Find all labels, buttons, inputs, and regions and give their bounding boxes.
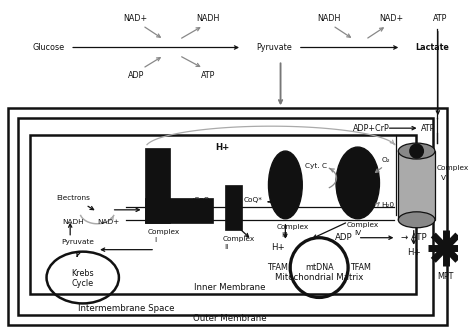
Text: Cycle: Cycle xyxy=(72,279,94,288)
Text: NAD+: NAD+ xyxy=(124,14,148,23)
Bar xyxy=(146,148,170,223)
Ellipse shape xyxy=(398,143,435,159)
Text: Cyt. C: Cyt. C xyxy=(305,163,327,169)
Text: CoQ*: CoQ* xyxy=(244,197,263,203)
Text: V: V xyxy=(441,175,446,181)
Text: H+: H+ xyxy=(271,243,284,252)
Text: H+: H+ xyxy=(216,143,230,151)
Text: Inner Membrane: Inner Membrane xyxy=(194,283,265,292)
Text: O₂: O₂ xyxy=(382,157,391,163)
Bar xyxy=(18,118,433,315)
Text: H+: H+ xyxy=(407,248,420,257)
Text: NADH: NADH xyxy=(62,219,84,225)
Bar xyxy=(146,198,213,223)
Text: Intermembrane Space: Intermembrane Space xyxy=(78,305,174,314)
Text: Electrons: Electrons xyxy=(56,195,90,201)
Text: ADP+CrP: ADP+CrP xyxy=(353,124,390,133)
Text: →CoQ: →CoQ xyxy=(189,197,210,203)
Text: ADP: ADP xyxy=(335,233,352,242)
Text: → ATP: → ATP xyxy=(401,233,427,242)
Text: NADH: NADH xyxy=(197,14,220,23)
Text: Mitochondrial Matrix: Mitochondrial Matrix xyxy=(275,273,364,281)
Text: NAD+: NAD+ xyxy=(98,219,120,225)
Text: Complex: Complex xyxy=(147,229,180,235)
Text: Complex: Complex xyxy=(277,224,309,230)
Text: II: II xyxy=(225,244,229,250)
Text: ATP: ATP xyxy=(201,71,215,80)
Ellipse shape xyxy=(336,147,380,219)
Bar xyxy=(9,108,447,325)
Text: TFAM: TFAM xyxy=(350,263,371,272)
Text: Complex: Complex xyxy=(346,222,378,228)
Text: NAD+: NAD+ xyxy=(380,14,403,23)
Text: ATP: ATP xyxy=(420,124,435,133)
Text: ADP: ADP xyxy=(128,71,144,80)
Text: Lactate: Lactate xyxy=(416,43,449,52)
Text: Krebs: Krebs xyxy=(72,269,94,278)
Text: NADH: NADH xyxy=(317,14,340,23)
Text: ATP: ATP xyxy=(433,14,447,23)
Text: MPT: MPT xyxy=(438,272,454,281)
Text: I: I xyxy=(154,237,156,243)
Ellipse shape xyxy=(268,151,302,219)
Text: mtDNA: mtDNA xyxy=(305,263,333,272)
Bar xyxy=(30,135,416,294)
Bar xyxy=(225,185,242,230)
Circle shape xyxy=(410,144,423,158)
Text: III: III xyxy=(282,232,288,238)
Text: Pyruvate: Pyruvate xyxy=(62,239,94,245)
Text: TFAM: TFAM xyxy=(267,263,288,272)
Text: Pyruvate: Pyruvate xyxy=(256,43,292,52)
Text: Outer Membrane: Outer Membrane xyxy=(192,314,266,323)
Ellipse shape xyxy=(398,212,435,228)
Text: Complex: Complex xyxy=(437,165,469,171)
Text: Complex: Complex xyxy=(223,236,255,242)
Text: H₂0: H₂0 xyxy=(381,202,394,208)
Text: Glucose: Glucose xyxy=(33,43,65,52)
Text: IV: IV xyxy=(354,230,361,236)
Bar xyxy=(398,151,435,220)
